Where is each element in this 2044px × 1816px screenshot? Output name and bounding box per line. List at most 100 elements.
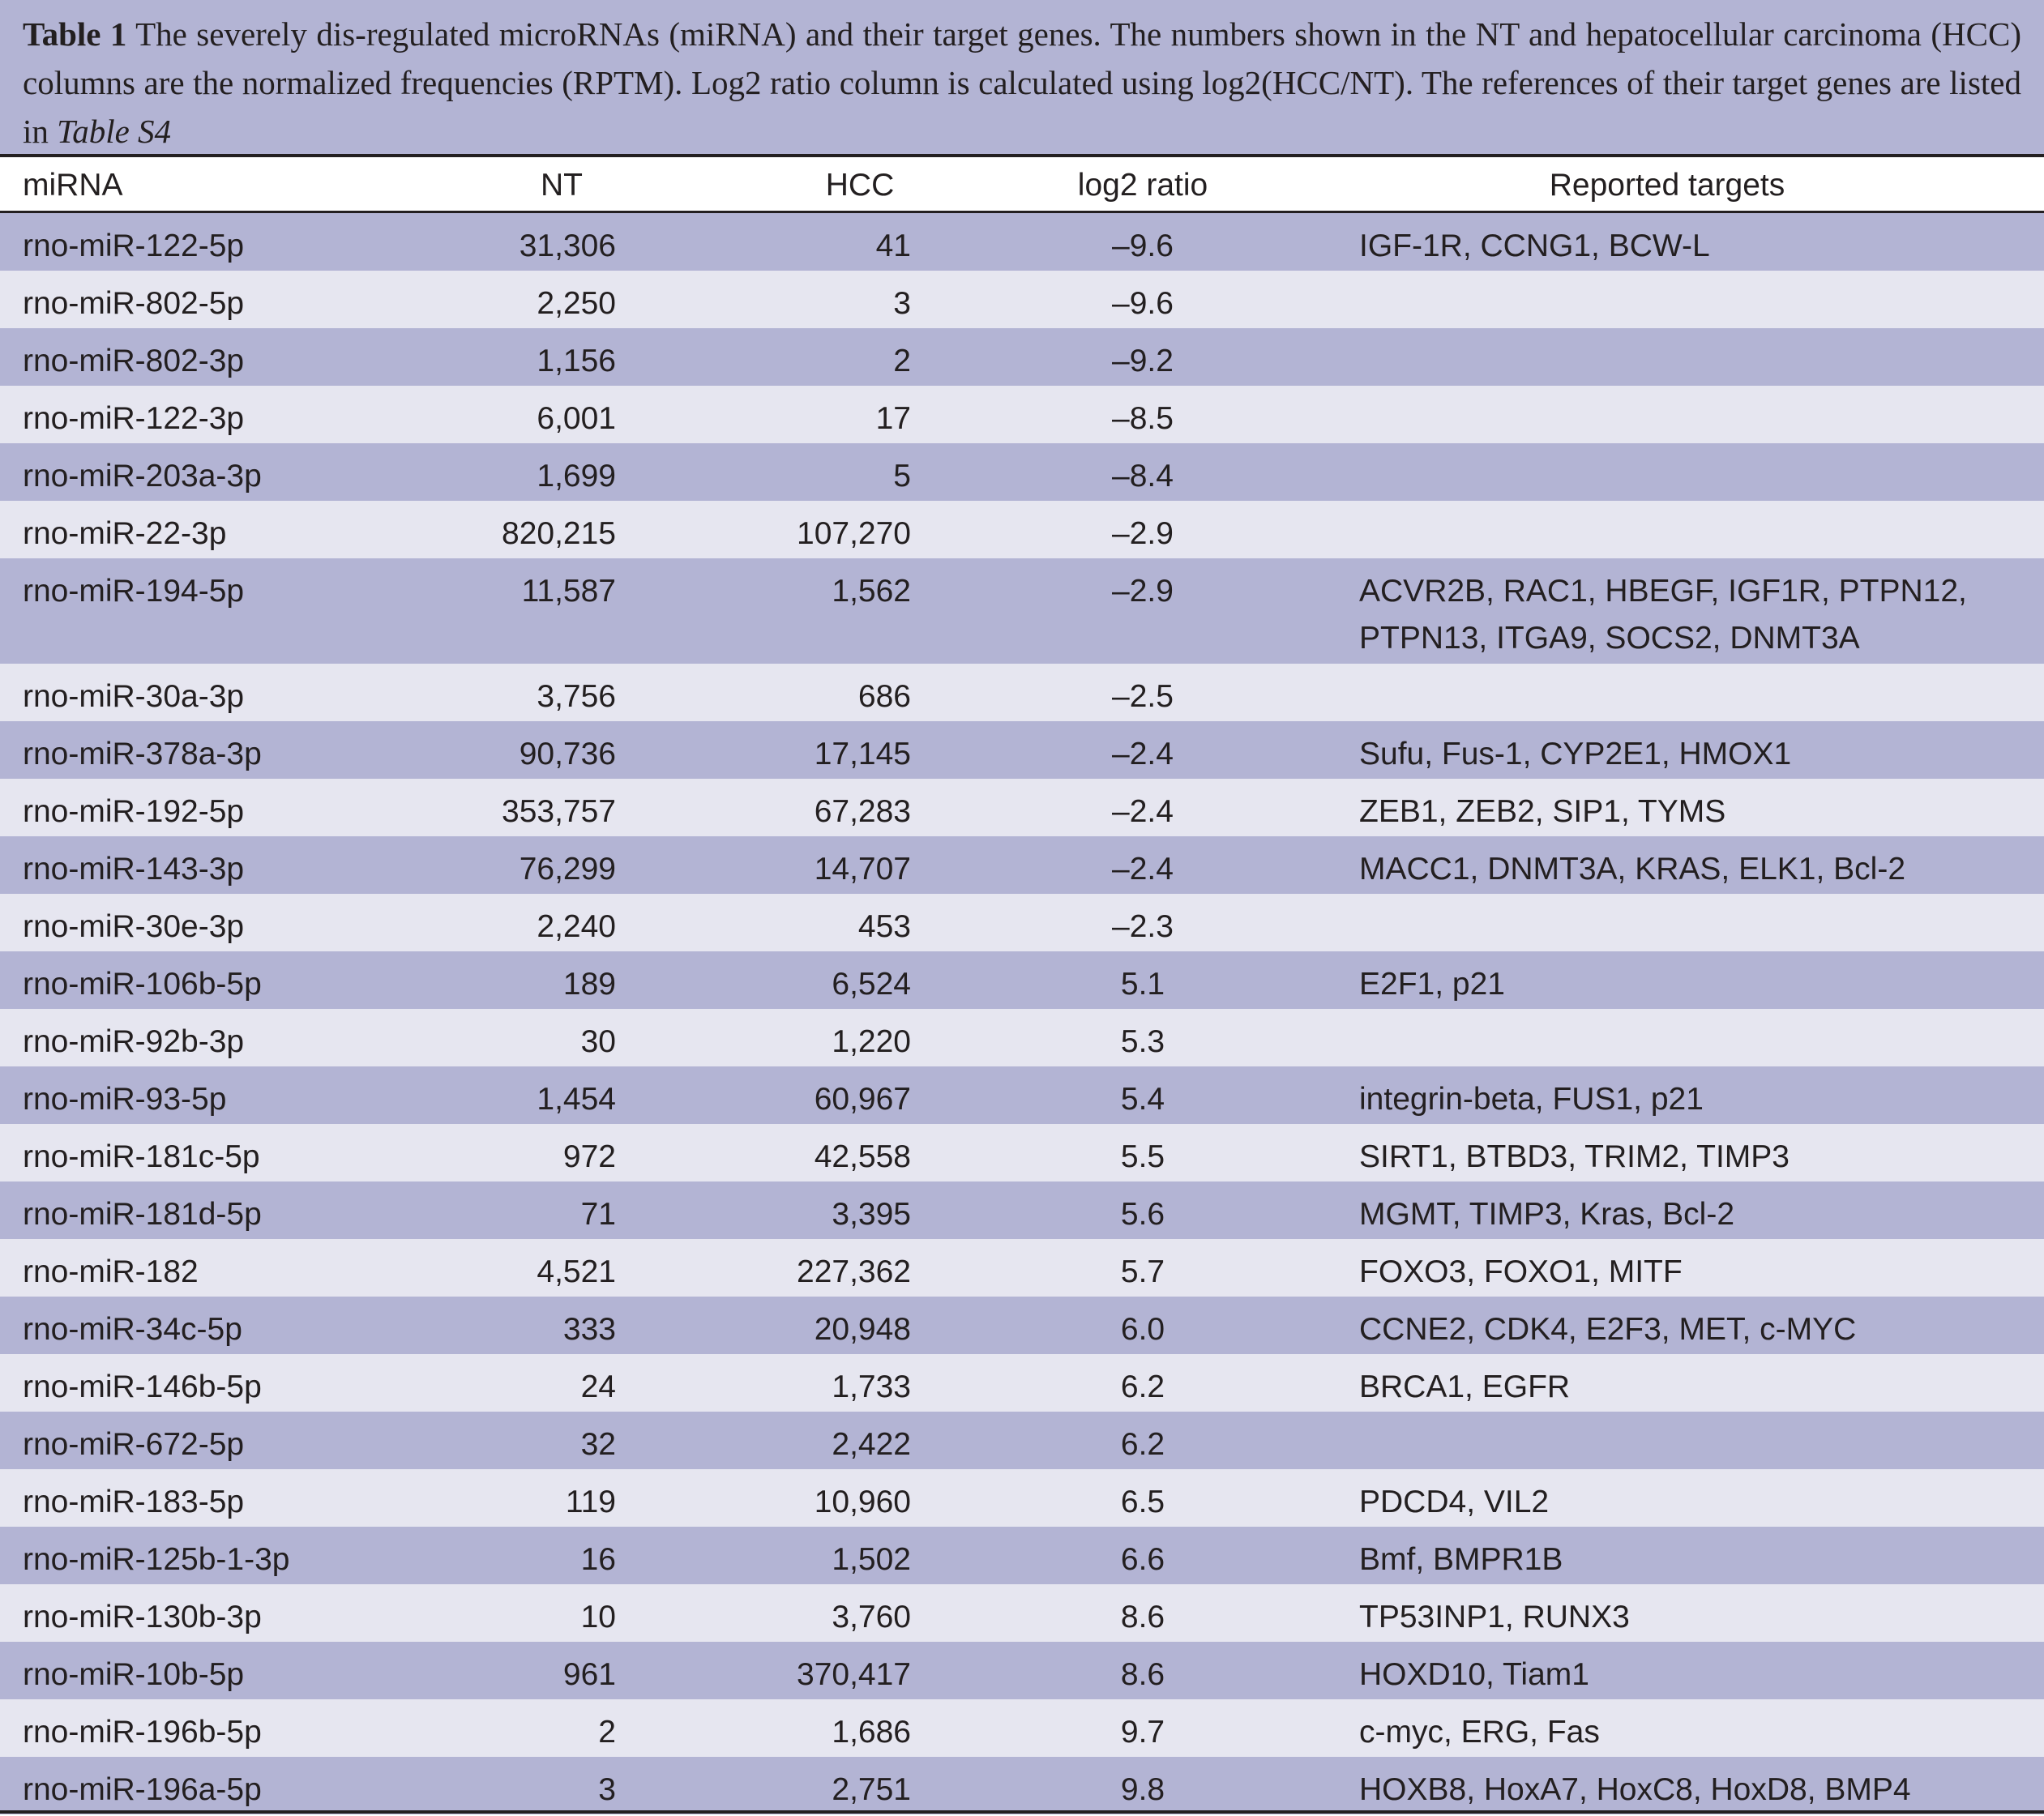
table-row: rno-miR-122-5p 31,306 41 –9.6 IGF-1R, CCNG1,…: [0, 213, 2044, 271]
cell-hcc: 42,558: [814, 1139, 911, 1174]
header-rule: [0, 211, 2044, 213]
cell-reported-targets: CCNE2, CDK4, E2F3, MET, c-MYC: [1359, 1312, 1857, 1347]
cell-nt: 30: [580, 1024, 616, 1059]
cell-mirna: rno-miR-192-5p: [23, 794, 245, 829]
cell-mirna: rno-miR-194-5p: [23, 574, 245, 609]
table-row: rno-miR-196a-5p 3 2,751 9.8 HOXB8, HoxA7, Ho…: [0, 1757, 2044, 1814]
table-row: rno-miR-183-5p 119 10,960 6.5 PDCD4, VIL2: [0, 1469, 2044, 1527]
cell-mirna: rno-miR-183-5p: [23, 1485, 245, 1519]
cell-reported-targets: MACC1, DNMT3A, KRAS, ELK1, Bcl-2: [1359, 852, 1906, 887]
cell-hcc: 1,562: [832, 574, 911, 609]
cell-reported-targets: SIRT1, BTBD3, TRIM2, TIMP3: [1359, 1139, 1790, 1174]
cell-log2-ratio-text: 6.2: [1120, 1369, 1165, 1404]
cell-mirna: rno-miR-196b-5p: [23, 1715, 262, 1750]
cell-mirna: rno-miR-10b-5p: [23, 1657, 245, 1692]
cell-reported-targets: HOXB8, HoxA7, HoxC8, HoxD8, BMP4: [1359, 1772, 1911, 1807]
cell-reported-targets: integrin-beta, FUS1, p21: [1359, 1082, 1704, 1117]
cell-log2-ratio-text: –2.4: [1112, 737, 1174, 771]
cell-hcc: 2: [893, 344, 911, 378]
cell-hcc: 67,283: [814, 794, 911, 829]
cell-log2-ratio-text: –8.4: [1112, 459, 1174, 494]
cell-nt: 11,587: [521, 574, 616, 609]
cell-nt: 2,240: [537, 909, 616, 944]
cell-log2-ratio-text: –9.2: [1112, 344, 1174, 378]
cell-nt: 3,756: [537, 679, 616, 714]
cell-log2-ratio-text: 5.3: [1120, 1024, 1165, 1059]
table-body: rno-miR-122-5p 31,306 41 –9.6 IGF-1R, CCNG1,…: [0, 213, 2044, 1814]
cell-mirna: rno-miR-146b-5p: [23, 1369, 262, 1404]
cell-log2-ratio-text: 5.5: [1120, 1139, 1165, 1174]
table-caption-reference: Table S4: [57, 113, 172, 150]
cell-reported-targets: IGF-1R, CCNG1, BCW-L: [1359, 229, 1710, 263]
cell-mirna: rno-miR-130b-3p: [23, 1600, 262, 1634]
table-caption: Table 1 The severely dis-regulated micro…: [0, 0, 2044, 154]
cell-nt: 119: [565, 1485, 616, 1519]
cell-reported-targets: ZEB1, ZEB2, SIP1, TYMS: [1359, 794, 1726, 829]
table-row: rno-miR-22-3p 820,215 107,270 –2.9: [0, 501, 2044, 558]
table-row: rno-miR-192-5p 353,757 67,283 –2.4 ZEB1, ZEB…: [0, 779, 2044, 836]
cell-mirna: rno-miR-802-5p: [23, 286, 245, 321]
header-nt: NT: [541, 168, 583, 203]
table-row: rno-miR-802-3p 1,156 2 –9.2: [0, 328, 2044, 386]
cell-hcc: 3,760: [832, 1600, 911, 1634]
cell-mirna: rno-miR-22-3p: [23, 516, 227, 551]
cell-log2-ratio-text: 6.5: [1120, 1485, 1165, 1519]
cell-mirna: rno-miR-182: [23, 1254, 199, 1289]
cell-hcc: 17: [875, 401, 911, 436]
cell-hcc: 14,707: [814, 852, 911, 887]
cell-hcc: 20,948: [814, 1312, 911, 1347]
cell-log2-ratio-text: 9.7: [1120, 1715, 1165, 1750]
cell-nt: 1,156: [537, 344, 616, 378]
cell-hcc: 41: [875, 229, 911, 263]
cell-mirna: rno-miR-30a-3p: [23, 679, 245, 714]
cell-mirna: rno-miR-122-5p: [23, 229, 245, 263]
table-row: rno-miR-34c-5p 333 20,948 6.0 CCNE2, CDK4, E…: [0, 1297, 2044, 1354]
cell-nt: 1,699: [537, 459, 616, 494]
cell-nt: 31,306: [519, 229, 616, 263]
cell-log2-ratio-text: –2.4: [1112, 852, 1174, 887]
cell-hcc: 227,362: [797, 1254, 911, 1289]
table-row: rno-miR-194-5p 11,587 1,562 –2.9 ACVR2B, RAC…: [0, 558, 2044, 664]
cell-nt: 71: [580, 1197, 616, 1232]
cell-reported-targets: Sufu, Fus-1, CYP2E1, HMOX1: [1359, 737, 1792, 771]
cell-nt: 32: [580, 1427, 616, 1462]
cell-nt: 3: [598, 1772, 616, 1807]
cell-log2-ratio-text: –9.6: [1112, 229, 1174, 263]
cell-reported-targets: MGMT, TIMP3, Kras, Bcl-2: [1359, 1197, 1735, 1232]
cell-mirna: rno-miR-196a-5p: [23, 1772, 262, 1807]
cell-mirna: rno-miR-181c-5p: [23, 1139, 260, 1174]
table-row: rno-miR-30e-3p 2,240 453 –2.3: [0, 894, 2044, 951]
cell-log2-ratio-text: –2.5: [1112, 679, 1174, 714]
table-row: rno-miR-181d-5p 71 3,395 5.6 MGMT, TIMP3, Kr…: [0, 1181, 2044, 1239]
cell-hcc: 3,395: [832, 1197, 911, 1232]
cell-reported-targets: PDCD4, VIL2: [1359, 1485, 1550, 1519]
cell-hcc: 686: [857, 679, 911, 714]
cell-mirna: rno-miR-93-5p: [23, 1082, 227, 1117]
cell-log2-ratio-text: –2.9: [1112, 516, 1174, 551]
cell-log2-ratio-text: 9.8: [1120, 1772, 1165, 1807]
table-row: rno-miR-125b-1-3p 16 1,502 6.6 Bmf, BMPR1B: [0, 1527, 2044, 1584]
table-row: rno-miR-802-5p 2,250 3 –9.6: [0, 271, 2044, 328]
table-row: rno-miR-130b-3p 10 3,760 8.6 TP53INP1, RUNX3: [0, 1584, 2044, 1642]
cell-nt: 2: [598, 1715, 616, 1750]
cell-log2-ratio-text: 8.6: [1120, 1600, 1165, 1634]
table-row: rno-miR-30a-3p 3,756 686 –2.5: [0, 664, 2044, 721]
cell-nt: 10: [580, 1600, 616, 1634]
cell-log2-ratio-text: 5.6: [1120, 1197, 1165, 1232]
table-row: rno-miR-93-5p 1,454 60,967 5.4 integrin-beta…: [0, 1066, 2044, 1124]
cell-mirna: rno-miR-30e-3p: [23, 909, 245, 944]
cell-hcc: 1,733: [832, 1369, 911, 1404]
cell-log2-ratio-text: –9.6: [1112, 286, 1174, 321]
table-row: rno-miR-378a-3p 90,736 17,145 –2.4 Sufu, Fus…: [0, 721, 2044, 779]
cell-nt: 820,215: [502, 516, 616, 551]
cell-nt: 24: [580, 1369, 616, 1404]
top-rule: [0, 154, 2044, 157]
table-header: miRNA NT HCC log2 ratio Reported targets: [0, 157, 2044, 211]
table-row: rno-miR-181c-5p 972 42,558 5.5 SIRT1, BTBD3,…: [0, 1124, 2044, 1181]
cell-nt: 90,736: [519, 737, 616, 771]
cell-hcc: 5: [893, 459, 911, 494]
cell-reported-targets: ACVR2B, RAC1, HBEGF, IGF1R, PTPN12, PTPN…: [1359, 574, 1967, 656]
cell-mirna: rno-miR-802-3p: [23, 344, 245, 378]
cell-log2-ratio-text: 8.6: [1120, 1657, 1165, 1692]
cell-hcc: 6,524: [832, 967, 911, 1002]
